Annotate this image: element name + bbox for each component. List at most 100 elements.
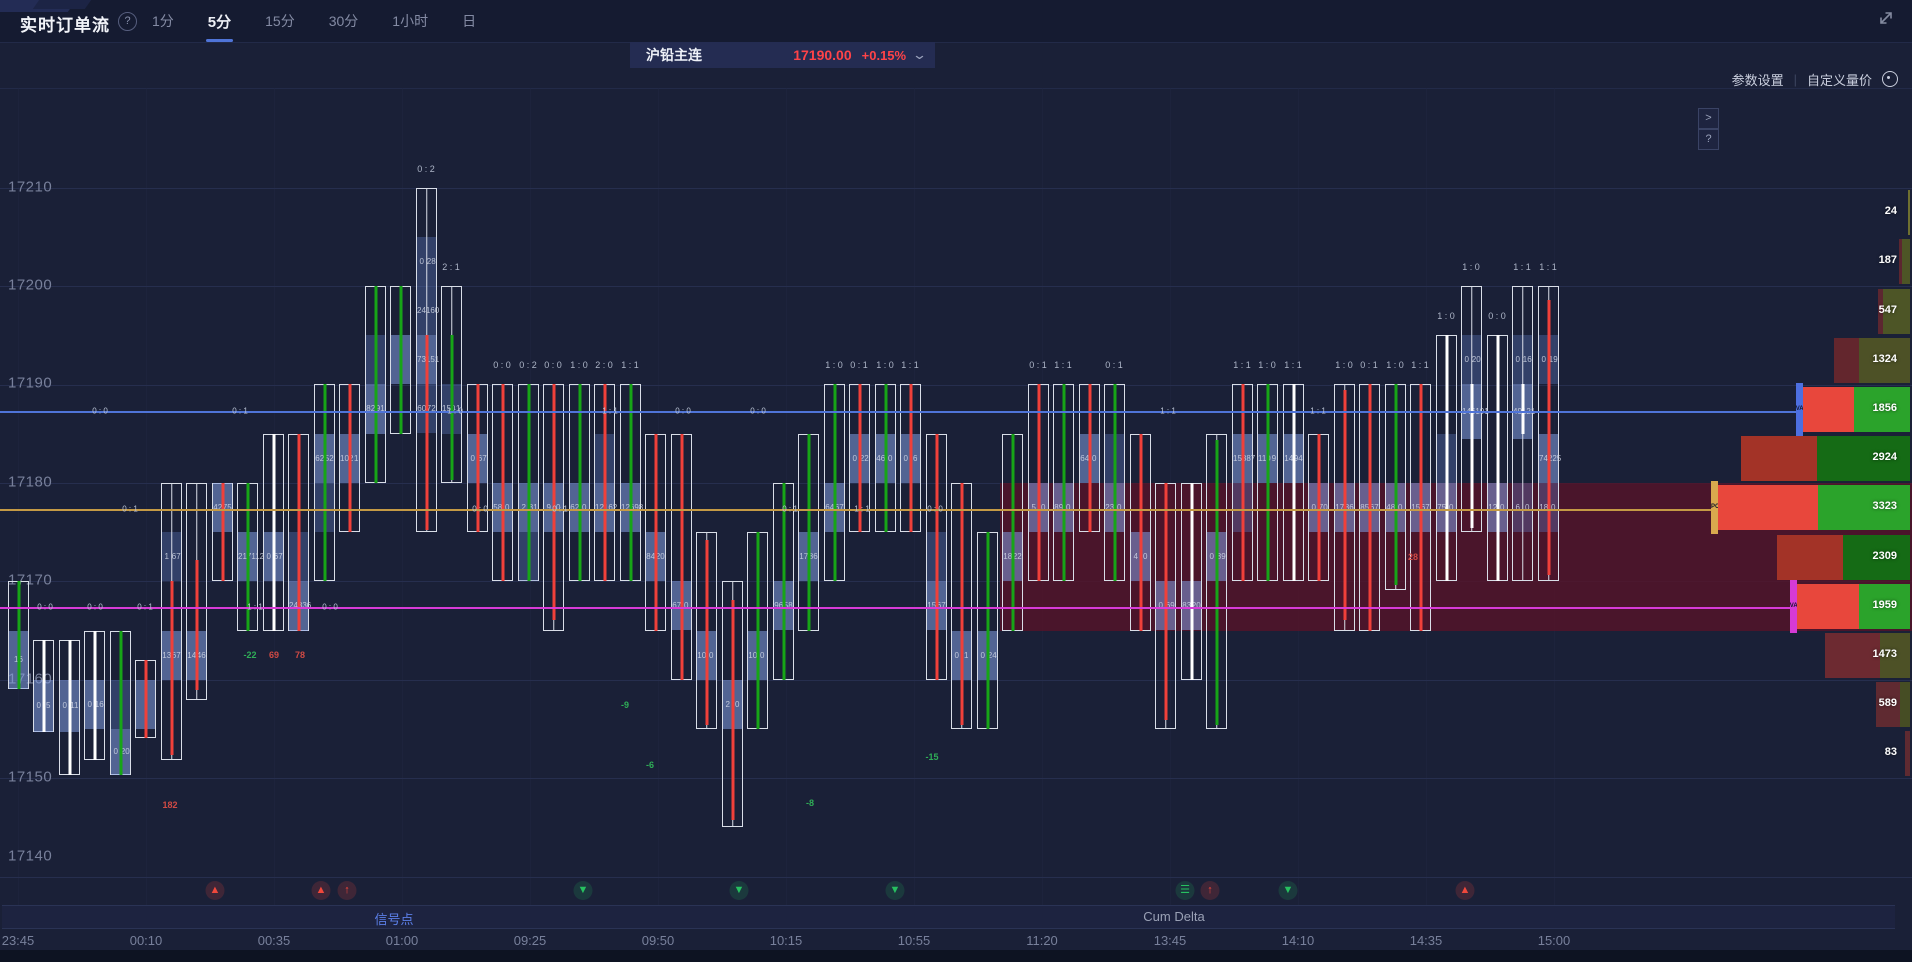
param-settings-button[interactable]: 参数设置 [1731,72,1784,88]
footprint-candle: 1 67 13 67 [161,483,182,760]
x-axis-label: 00:10 [129,933,163,948]
chart-plot-area[interactable]: 17210 17200 17190 17180 17170 17160 17150 17140… [0,88,1912,950]
delta-line-down [935,434,938,680]
instrument-change: +0.15% [861,47,907,63]
footprint-candle: 83 20 [1181,483,1202,680]
profile-bar-sell [1875,682,1900,728]
delta-line-flat [1292,384,1295,581]
corner-decoration-2 [32,0,92,9]
delta-line-down [552,384,555,620]
chevron-down-icon: ⌄ [911,47,928,62]
footprint-candle: 102 1 [339,384,360,532]
delta-line-up [629,384,632,581]
x-axis-label: 14:35 [1409,933,1443,948]
profile-bar-sell [1878,288,1884,334]
delta-line-down [1037,384,1040,581]
delta-line-up [450,335,453,480]
candle-top-label: 1 : 1 [1054,360,1072,370]
signal-down-icon: ▼ [885,881,905,900]
candle-top-label: 1 : 0 [570,360,588,370]
panel-label-cum_delta[interactable]: Cum Delta [1143,909,1205,924]
visibility-icon[interactable] [1882,71,1898,87]
candle-top-label: 2 : 1 [442,262,460,272]
line-tick-value: 1 : 1 [247,602,263,612]
footprint-candle: 126 98 [620,384,643,581]
tab-interval-1分[interactable]: 1分 [152,13,174,29]
delta-line-down [858,384,861,532]
delta-line-up [17,581,20,689]
profile-bar-buy [1817,485,1910,531]
footprint-candle: 75 0 [1436,335,1457,581]
delta-line-up [374,286,377,483]
tab-interval-15分[interactable]: 15分 [265,13,295,29]
footprint-candle: 0 20 [110,631,131,775]
panel-label-signal[interactable]: 信号点 [374,912,414,927]
footprint-candle: 18 22 [1002,434,1023,631]
footprint-candle: 48 0 [1385,384,1406,590]
profile-bar [1776,534,1910,580]
footprint-candle: 0164912160 [1512,286,1535,581]
delta-line-down [705,540,708,725]
candle-top-label: 1 : 0 [1462,262,1480,272]
footprint-candle: 42 75 [212,482,233,581]
delta-line-down [960,483,963,725]
delta-value: -6 [645,760,655,770]
delta-line-flat [1445,335,1448,581]
footprint-candle: 248 36 [288,434,311,631]
delta-line-down [195,560,198,690]
tab-interval-5分[interactable]: 5分 [205,5,234,42]
delta-line-flat [68,640,71,775]
help-panel-button[interactable]: ? [1698,129,1719,150]
footprint-candle: 15 67 [926,434,947,680]
exit-fullscreen-icon[interactable] [1876,10,1894,28]
v-gridline [658,88,659,905]
profile-bar [1833,337,1910,383]
line-tick-value: 0 : 1 [782,504,798,514]
profile-bar-sell [1718,485,1818,531]
line-tick-value: 1 : 1 [602,406,618,416]
delta-line-up [578,384,581,581]
candle-top-label: 0 : 1 [850,360,868,370]
profile-bar-sell [1899,239,1903,285]
delta-line-up [1062,384,1065,581]
bottom-strip [0,950,1912,962]
footprint-candle: 0 89 [1206,434,1227,729]
tab-interval-1小时[interactable]: 1小时 [392,13,429,29]
tab-interval-日[interactable]: 日 [462,13,477,29]
candle-top-label: 2 : 0 [595,360,613,370]
line-tick-value: 0 : 1 [552,504,568,514]
candle-top-label: 1 : 0 [876,360,894,370]
delta-line-down [221,483,224,581]
profile-marker-poc: POC [1711,481,1718,535]
instrument-selector[interactable]: 沪铅主连 17190.00 +0.15% ⌄ [630,42,935,68]
profile-bar-sell [1905,731,1910,777]
x-axis-label: 09:25 [513,933,547,948]
panel-band-signal [2,905,788,929]
x-axis: 23:45 00:10 00:35 01:00 09:25 09:50 10:15 10:55… [0,933,1912,951]
delta-line-flat [1470,384,1473,528]
profile-bar-sell [1824,632,1881,678]
footprint-candle: 15 67 [1410,384,1431,631]
profile-bar [1878,288,1910,334]
line-tick-value: 1 : 1 [1310,406,1326,416]
delta-line-down [654,434,657,631]
custom-volume-price-button[interactable]: 自定义量价 [1806,72,1872,88]
profile-bar-buy [1854,386,1910,432]
delta-line-down [348,384,351,532]
footprint-candle: 0 67 [467,384,488,532]
profile-marker-vah: VAH [1795,382,1803,436]
footprint-candle: 16 [8,581,29,689]
footprint-candle: 58 0 [492,384,513,581]
candle-top-label: 0 : 1 [1360,360,1378,370]
vah-line [0,411,1796,413]
line-tick-value: 1 : 1 [1160,406,1176,416]
help-icon[interactable]: ? [118,12,137,31]
tab-interval-30分[interactable]: 30分 [328,13,359,29]
expand-panel-button[interactable]: > [1698,108,1719,129]
candle-top-label: 1 : 0 [1335,360,1353,370]
candle-top-label: 1 : 0 [1386,360,1404,370]
profile-bar-value: 589 [1878,697,1897,710]
